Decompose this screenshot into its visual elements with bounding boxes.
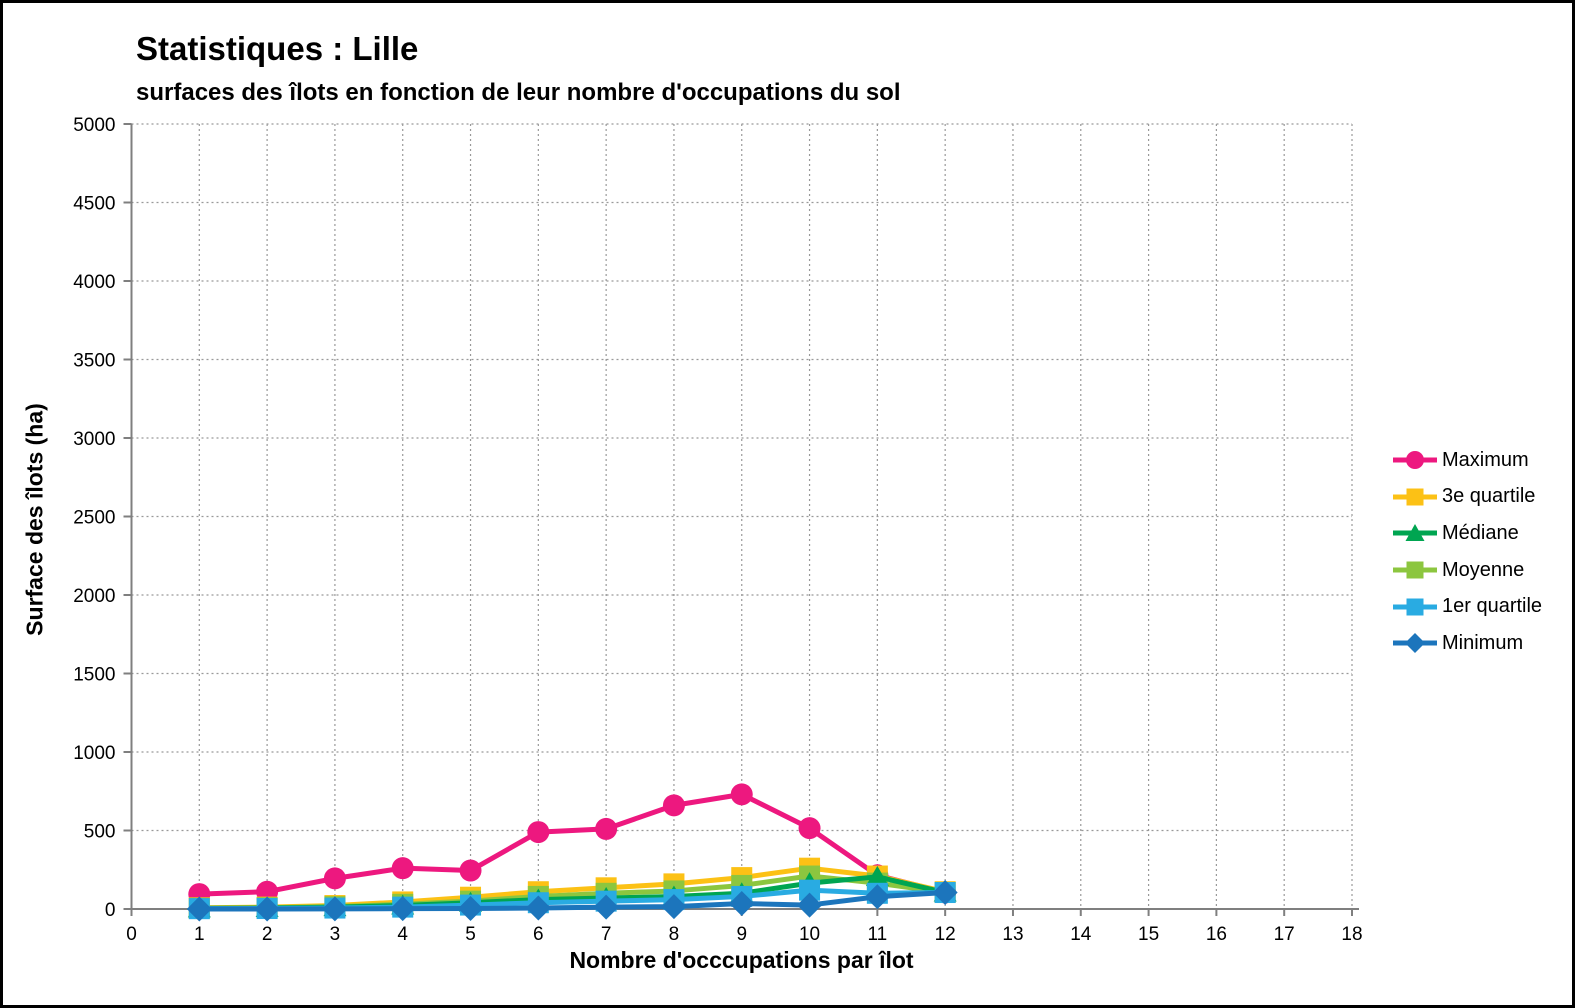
series-marker-1er-quartile xyxy=(799,879,821,901)
legend-item-1er-quartile: 1er quartile xyxy=(1391,588,1542,625)
legend-square-icon xyxy=(1393,561,1437,579)
legend-label: Médiane xyxy=(1442,521,1519,544)
y-tick-label: 1500 xyxy=(73,665,115,686)
x-tick-label: 7 xyxy=(601,924,612,945)
x-axis-label: Nombre d'occcupations par îlot xyxy=(569,947,914,973)
x-tick-label: 11 xyxy=(867,924,887,945)
legend-item-3e-quartile: 3e quartile xyxy=(1391,479,1542,516)
legend-label: 3e quartile xyxy=(1442,485,1536,508)
y-tick-label: 500 xyxy=(84,822,116,843)
y-tick-label: 4000 xyxy=(73,272,115,293)
series-marker-minimum xyxy=(525,895,551,921)
legend-square-icon xyxy=(1393,488,1437,506)
x-tick-label: 16 xyxy=(1206,924,1227,945)
x-tick-label: 8 xyxy=(669,924,680,945)
legend-label: Maximum xyxy=(1442,448,1529,471)
plot-area: 0 1 2 3 4 5 6 7 8 9 10 11 12 13 14 15 16 17 18050010001500… xyxy=(73,115,1362,945)
x-tick-label: 1 xyxy=(194,924,205,945)
x-tick-label: 17 xyxy=(1274,924,1295,945)
y-tick-label: 0 xyxy=(105,900,116,921)
legend-label: Minimum xyxy=(1442,631,1524,654)
y-tick-label: 2500 xyxy=(73,508,115,529)
series-line-maximum xyxy=(196,791,948,897)
chart-title: Statistiques : Lille xyxy=(136,30,419,67)
legend-circle-icon xyxy=(1393,451,1437,470)
y-tick-label: 1000 xyxy=(73,743,115,764)
series-marker-maximum xyxy=(730,783,753,806)
series-marker-minimum xyxy=(186,896,212,922)
x-tick-label: 13 xyxy=(1002,924,1023,945)
legend-item-minimum: Minimum xyxy=(1391,625,1542,662)
x-tick-label: 14 xyxy=(1070,924,1092,945)
series-marker-minimum xyxy=(661,894,687,920)
x-tick-label: 10 xyxy=(799,924,820,945)
series-marker-maximum xyxy=(527,821,550,844)
legend-item-mediane: Médiane xyxy=(1391,515,1542,552)
series-marker-maximum xyxy=(798,817,821,840)
series-marker-maximum xyxy=(595,817,618,840)
y-tick-label: 4500 xyxy=(73,194,115,215)
x-tick-label: 4 xyxy=(397,924,408,945)
series-marker-maximum xyxy=(323,867,346,890)
series-marker-mediane xyxy=(865,865,889,886)
x-tick-label: 3 xyxy=(330,924,341,945)
x-tick-label: 18 xyxy=(1341,924,1362,945)
series-marker-minimum xyxy=(797,892,823,918)
x-tick-label: 12 xyxy=(935,924,956,945)
y-tick-label: 2000 xyxy=(73,586,115,607)
legend-item-maximum: Maximum xyxy=(1391,442,1542,479)
y-tick-label: 3000 xyxy=(73,429,115,450)
x-tick-label: 2 xyxy=(262,924,273,945)
x-tick-label: 5 xyxy=(465,924,476,945)
x-tick-label: 6 xyxy=(533,924,544,945)
x-tick-label: 15 xyxy=(1138,924,1159,945)
series-marker-minimum xyxy=(322,896,348,922)
series-marker-minimum xyxy=(729,891,755,917)
legend-diamond-icon xyxy=(1393,633,1437,654)
legend-square-icon xyxy=(1393,598,1437,616)
series-marker-minimum xyxy=(254,896,280,922)
chart-subtitle: surfaces des îlots en fonction de leur n… xyxy=(136,79,901,106)
series-marker-minimum xyxy=(593,894,619,920)
legend-item-moyenne: Moyenne xyxy=(1391,552,1542,589)
series-marker-minimum xyxy=(458,896,484,922)
series-marker-maximum xyxy=(391,857,414,880)
x-tick-label: 0 xyxy=(126,924,137,945)
legend-triangle-icon xyxy=(1393,524,1437,542)
y-tick-label: 3500 xyxy=(73,351,115,372)
legend: Maximum 3e quartile Médiane Moyenne 1er quar… xyxy=(1391,442,1542,662)
legend-label: 1er quartile xyxy=(1442,595,1543,618)
series-marker-minimum xyxy=(390,896,416,922)
x-tick-label: 9 xyxy=(736,924,747,945)
y-tick-label: 5000 xyxy=(73,115,115,136)
series-marker-maximum xyxy=(459,859,482,882)
series-marker-minimum xyxy=(932,880,958,906)
series-marker-maximum xyxy=(662,794,685,817)
legend-label: Moyenne xyxy=(1442,558,1525,581)
series-marker-minimum xyxy=(864,884,890,910)
